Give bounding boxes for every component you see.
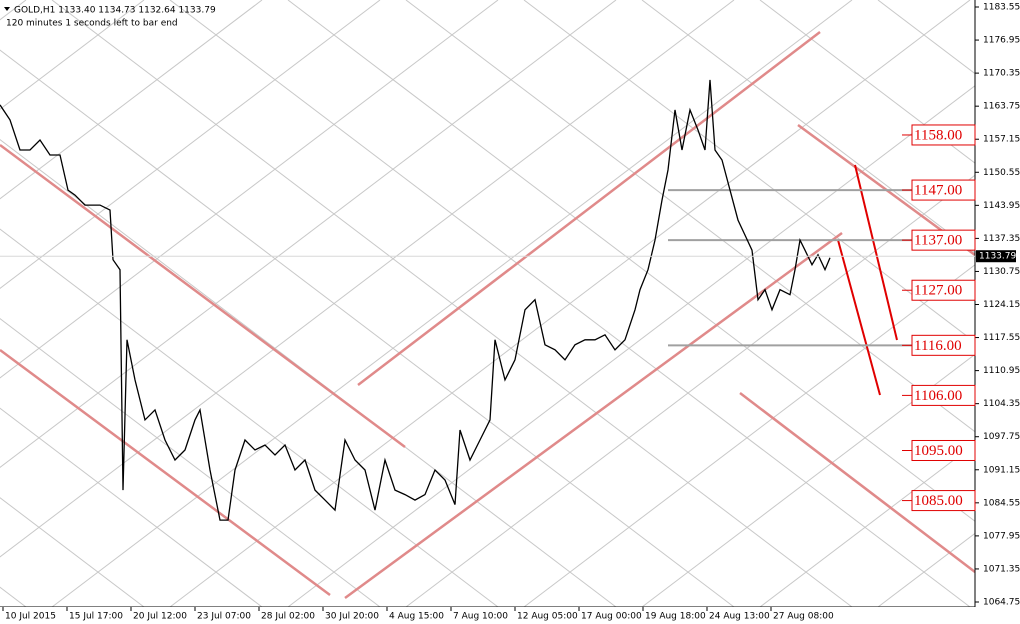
diagonal-grid-line <box>523 230 1020 608</box>
y-tick-label: 1170.35 <box>983 69 1020 79</box>
axis-margin <box>0 607 1020 624</box>
y-tick-label: 1130.75 <box>983 267 1020 277</box>
channel-lines <box>0 31 976 600</box>
diagonal-grid-line <box>169 0 971 608</box>
level-label: 1116.00 <box>914 338 962 354</box>
x-tick-label: 17 Aug 00:00 <box>581 612 642 622</box>
level-box <box>911 124 976 146</box>
level-label: 1137.00 <box>914 233 962 249</box>
y-tick-label: 1157.15 <box>983 135 1020 145</box>
x-tick-label: 10 Jul 2015 <box>5 612 56 622</box>
level-box <box>911 279 976 301</box>
channel-line <box>0 348 331 597</box>
level-box <box>911 334 976 356</box>
arrow-line <box>854 164 898 341</box>
title-icon <box>4 7 10 11</box>
y-tick-label: 1183.55 <box>983 3 1020 13</box>
diagonal-grid-line <box>0 0 381 289</box>
x-tick-label: 19 Aug 18:00 <box>645 612 706 622</box>
axis-margin <box>975 0 1020 624</box>
x-tick-label: 23 Jul 07:00 <box>197 612 251 622</box>
channel-line <box>357 31 821 386</box>
level-label: 1147.00 <box>914 183 962 199</box>
x-tick-label: 24 Aug 13:00 <box>709 612 770 622</box>
diagonal-grid-line <box>287 50 1020 608</box>
diagonal-grid-line <box>0 0 499 379</box>
level-label: 1106.00 <box>914 388 962 404</box>
diagonal-grid <box>0 0 1020 608</box>
diagonal-grid-line <box>51 0 853 608</box>
diagonal-grid-line <box>0 0 735 558</box>
x-tick-label: 30 Jul 20:00 <box>325 612 379 622</box>
diagonal-grid-line <box>641 319 1020 608</box>
x-tick-label: 20 Jul 12:00 <box>133 612 187 622</box>
arrow-line <box>837 239 881 396</box>
diagonal-grid-line <box>759 0 1020 198</box>
level-label: 1095.00 <box>914 443 963 459</box>
y-tick-label: 1091.15 <box>983 465 1020 475</box>
diagonal-grid-line <box>641 0 1020 288</box>
last-price-box <box>976 250 1016 263</box>
x-tick-label: 28 Jul 02:00 <box>261 612 315 622</box>
level-label: 1158.00 <box>914 127 962 143</box>
diagonal-grid-line <box>0 407 263 608</box>
y-tick-label: 1110.95 <box>983 366 1020 376</box>
price-line <box>0 79 831 521</box>
level-box <box>911 229 976 251</box>
level-label: 1085.00 <box>914 493 963 509</box>
y-tick-label: 1137.35 <box>983 234 1020 244</box>
y-tick-label: 1143.95 <box>983 201 1020 211</box>
channel-line <box>739 392 976 573</box>
y-tick-label: 1124.15 <box>983 300 1020 310</box>
last-price-label: 1133.79 <box>979 252 1016 262</box>
chart-subtitle: 120 minutes 1 seconds left to bar end <box>6 19 178 29</box>
y-tick-label: 1097.75 <box>983 432 1020 442</box>
diagonal-grid-line <box>0 0 145 110</box>
y-tick-label: 1104.35 <box>983 399 1020 409</box>
x-tick-label: 7 Aug 10:00 <box>453 612 508 622</box>
x-tick-label: 27 Aug 08:00 <box>773 612 834 622</box>
channel-line <box>0 143 406 449</box>
chart-title: GOLD,H1 1133.40 1134.73 1132.64 1133.79 <box>14 6 216 16</box>
y-tick-label: 1176.95 <box>983 36 1020 46</box>
y-tick-label: 1084.55 <box>983 498 1020 508</box>
y-tick-label: 1150.55 <box>983 168 1020 178</box>
level-box <box>911 439 976 461</box>
y-tick-label: 1071.35 <box>983 564 1020 574</box>
x-tick-label: 4 Aug 15:00 <box>389 612 444 622</box>
level-box <box>911 384 976 406</box>
y-tick-label: 1117.55 <box>983 333 1020 343</box>
y-tick-label: 1077.95 <box>983 531 1020 541</box>
channel-line <box>344 231 843 600</box>
level-label: 1127.00 <box>914 283 962 299</box>
level-box <box>911 179 976 201</box>
diagonal-grid-line <box>0 318 381 608</box>
diagonal-grid-line <box>0 0 617 469</box>
diagonal-grid-line <box>759 409 1020 608</box>
x-tick-label: 12 Aug 05:00 <box>517 612 578 622</box>
diagonal-grid-line <box>0 0 263 200</box>
diagonal-grid-line <box>405 140 1020 608</box>
diagonal-grid-line <box>0 497 145 608</box>
y-tick-label: 1163.75 <box>983 102 1020 112</box>
level-box <box>911 490 976 512</box>
x-tick-label: 15 Jul 17:00 <box>69 612 123 622</box>
y-tick-label: 1064.75 <box>983 597 1020 607</box>
arrows <box>837 164 898 396</box>
